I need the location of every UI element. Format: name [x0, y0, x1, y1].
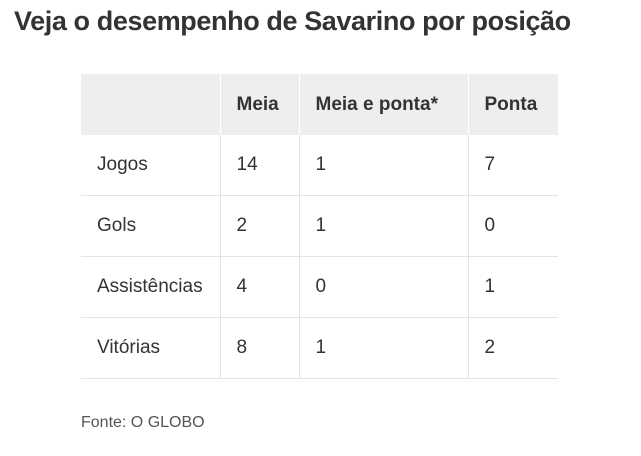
- row-label: Gols: [81, 195, 220, 257]
- header-cell-empty: [81, 74, 220, 135]
- table-header-row: Meia Meia e ponta* Ponta: [81, 74, 558, 135]
- table-cell: 7: [467, 135, 558, 196]
- source-caption: Fonte: O GLOBO: [81, 414, 205, 431]
- table-cell: 2: [467, 317, 558, 379]
- table-cell: 1: [298, 317, 468, 379]
- table-row: Assistências 4 0 1: [81, 256, 558, 318]
- row-label: Jogos: [81, 135, 220, 196]
- row-label: Vitórias: [81, 317, 220, 379]
- table-cell: 1: [467, 256, 558, 318]
- table-cell: 1: [298, 195, 468, 257]
- table-row: Jogos 14 1 7: [81, 135, 558, 196]
- header-cell-meia-e-ponta: Meia e ponta*: [298, 74, 468, 135]
- header-cell-ponta: Ponta: [467, 74, 558, 135]
- table-cell: 14: [219, 135, 299, 196]
- table-row: Vitórias 8 1 2: [81, 317, 558, 379]
- table-cell: 4: [219, 256, 299, 318]
- table-cell: 0: [467, 195, 558, 257]
- stats-table: Meia Meia e ponta* Ponta Jogos 14 1 7 Go…: [81, 74, 558, 379]
- table-cell: 1: [298, 135, 468, 196]
- table-cell: 0: [298, 256, 468, 318]
- page-title: Veja o desempenho de Savarino por posiçã…: [14, 6, 571, 36]
- header-cell-meia: Meia: [219, 74, 299, 135]
- table-cell: 8: [219, 317, 299, 379]
- row-label: Assistências: [81, 256, 220, 318]
- table-cell: 2: [219, 195, 299, 257]
- table-row: Gols 2 1 0: [81, 195, 558, 257]
